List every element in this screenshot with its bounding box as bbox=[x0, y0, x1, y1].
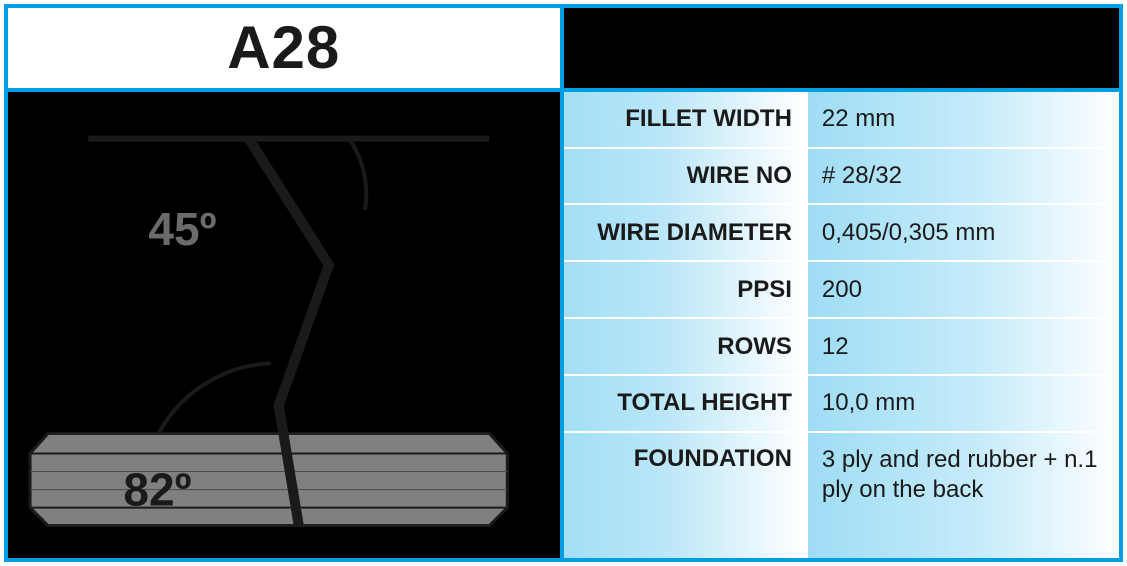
diagram-cell: 45º 82º bbox=[8, 92, 564, 558]
foundation-shape bbox=[30, 433, 507, 525]
spec-label: WIRE NO bbox=[564, 149, 808, 206]
spec-label: PPSI bbox=[564, 262, 808, 319]
spec-label: TOTAL HEIGHT bbox=[564, 376, 808, 433]
spec-value: 0,405/0,305 mm bbox=[808, 205, 1119, 262]
header-spacer bbox=[564, 8, 1120, 88]
spec-row: WIRE NO # 28/32 bbox=[564, 149, 1120, 206]
title-cell: A28 bbox=[8, 8, 564, 88]
wire-diagram: 45º 82º bbox=[8, 92, 560, 558]
spec-row: FILLET WIDTH 22 mm bbox=[564, 92, 1120, 149]
top-angle-label: 45º bbox=[148, 203, 216, 255]
product-code: A28 bbox=[227, 13, 340, 82]
spec-row: TOTAL HEIGHT 10,0 mm bbox=[564, 376, 1120, 433]
spec-value: 200 bbox=[808, 262, 1119, 319]
spec-value: 12 bbox=[808, 319, 1119, 376]
spec-row: FOUNDATION 3 ply and red rubber + n.1 pl… bbox=[564, 433, 1120, 558]
specs-table: FILLET WIDTH 22 mm WIRE NO # 28/32 WIRE … bbox=[564, 92, 1120, 558]
spec-value: # 28/32 bbox=[808, 149, 1119, 206]
spec-label: WIRE DIAMETER bbox=[564, 205, 808, 262]
spec-row: WIRE DIAMETER 0,405/0,305 mm bbox=[564, 205, 1120, 262]
body-row: 45º 82º FILLET WIDTH 22 mm WIRE NO # 28/… bbox=[8, 88, 1119, 558]
spec-row: ROWS 12 bbox=[564, 319, 1120, 376]
spec-label: ROWS bbox=[564, 319, 808, 376]
spec-value: 3 ply and red rubber + n.1 ply on the ba… bbox=[808, 433, 1119, 558]
spec-card: A28 bbox=[4, 4, 1123, 562]
spec-label: FILLET WIDTH bbox=[564, 92, 808, 149]
header-row: A28 bbox=[8, 8, 1119, 88]
bottom-angle-label: 82º bbox=[123, 463, 191, 515]
spec-label: FOUNDATION bbox=[564, 433, 808, 558]
spec-row: PPSI 200 bbox=[564, 262, 1120, 319]
spec-value: 22 mm bbox=[808, 92, 1119, 149]
spec-value: 10,0 mm bbox=[808, 376, 1119, 433]
bottom-angle-arc bbox=[158, 363, 270, 433]
top-angle-arc bbox=[349, 138, 366, 209]
